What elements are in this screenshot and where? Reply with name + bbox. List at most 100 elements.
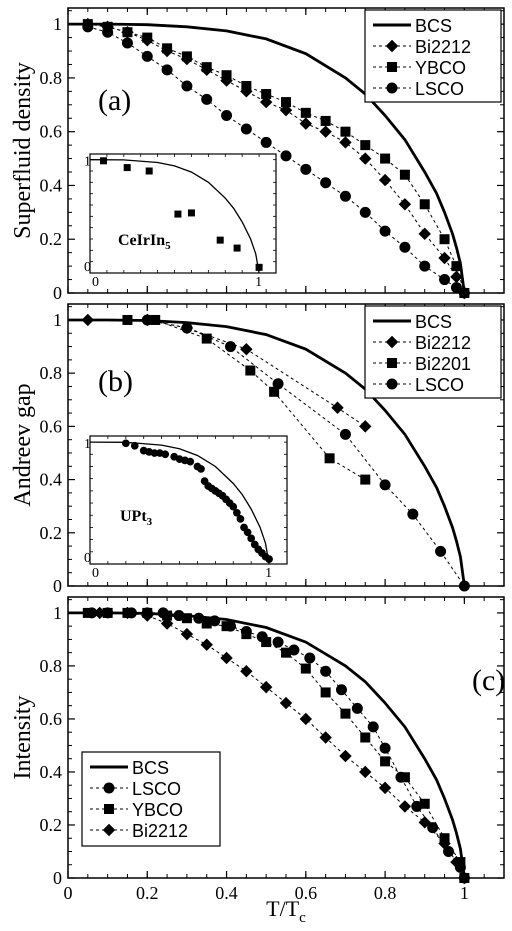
y-tick-label: 0.2 <box>40 229 63 249</box>
data-point-lsco <box>102 26 114 38</box>
legend-label: BCS <box>415 312 452 332</box>
inset-data-point <box>121 439 130 448</box>
legend-label: Bi2212 <box>132 821 188 841</box>
y-axis-title: Andreev gap <box>10 383 36 506</box>
x-tick-label: 0.2 <box>136 883 159 903</box>
data-point-ybco <box>320 115 331 126</box>
data-point-bi2212 <box>458 871 471 885</box>
inset-data-point <box>186 457 195 466</box>
inset-data-point <box>130 441 139 450</box>
y-tick-label: 0.8 <box>40 68 63 88</box>
inset-x-tick-label: 1 <box>265 566 272 581</box>
data-point-ybco <box>201 618 212 629</box>
y-tick-label: 0.8 <box>40 363 63 383</box>
inset-data-point <box>174 210 182 218</box>
legend-swatch-marker <box>386 378 398 390</box>
data-point-lsco <box>339 428 351 440</box>
data-point-ybco <box>201 62 212 73</box>
panel-label: (a) <box>98 84 131 117</box>
data-point-ybco <box>360 732 371 743</box>
data-point-ybco <box>451 261 462 272</box>
legend-label: Bi2201 <box>415 354 471 374</box>
legend-label: YBCO <box>132 800 183 820</box>
data-point-ybco <box>419 199 430 210</box>
data-point-bi2212 <box>299 117 313 130</box>
inset-label-subscript: 5 <box>165 240 171 252</box>
data-point-bi2212 <box>279 696 293 710</box>
legend-swatch-marker <box>386 82 398 94</box>
data-point-lsco <box>367 721 379 733</box>
data-point-lsco <box>225 341 237 353</box>
panel-b: 0 0.2 0.4 0.6 0.8 1 Andreev gap (b) BCSBi2212Bi2… <box>10 303 505 596</box>
data-point-lsco <box>141 50 153 62</box>
data-point-ybco <box>162 610 173 621</box>
inset-data-point <box>161 450 170 459</box>
data-point-ybco <box>281 97 291 108</box>
inset-data-point <box>236 515 245 523</box>
y-tick-label: 0 <box>53 576 62 596</box>
data-point-lsco <box>458 287 470 299</box>
data-point-ybco <box>419 798 430 809</box>
inset-data-point <box>233 508 241 517</box>
data-point-bi2212 <box>418 227 431 241</box>
inset-data-point <box>255 263 263 271</box>
y-tick-label: 0.2 <box>40 523 63 543</box>
inset-series-line-bcs <box>89 441 270 565</box>
data-point-bi2212 <box>141 609 154 622</box>
data-point-ybco <box>300 107 311 118</box>
data-point-bi2212 <box>299 712 313 726</box>
data-point-ybco <box>399 772 410 783</box>
data-point-bi2201 <box>360 474 371 485</box>
data-point-ybco <box>360 140 371 151</box>
x-tick-label: 1 <box>460 883 469 903</box>
data-point-lsco <box>399 241 411 253</box>
data-point-ybco <box>439 234 450 245</box>
data-point-lsco <box>272 378 284 390</box>
data-point-bi2212 <box>240 665 253 678</box>
data-point-ybco <box>122 27 133 38</box>
data-point-bi2212 <box>359 152 372 165</box>
data-point-ybco <box>380 756 391 767</box>
legend-label: BCS <box>132 758 169 778</box>
data-point-lsco <box>173 610 185 622</box>
data-point-ybco <box>241 80 252 91</box>
data-point-lsco <box>221 110 233 122</box>
data-point-bi2212 <box>319 731 332 744</box>
data-point-ybco <box>380 153 391 164</box>
y-tick-label: 0.6 <box>40 416 63 436</box>
data-point-lsco <box>427 822 439 834</box>
y-tick-label: 1 <box>53 603 62 623</box>
y-tick-label: 0.8 <box>40 656 63 676</box>
data-point-bi2212 <box>398 800 412 813</box>
data-point-lsco <box>320 665 332 677</box>
data-point-lsco <box>300 163 312 175</box>
data-point-ybco <box>221 70 232 81</box>
data-point-bi2212 <box>279 103 293 117</box>
data-point-bi2212 <box>438 251 451 265</box>
legend-swatch-marker <box>387 358 397 368</box>
x-tick-label: 0 <box>64 883 73 903</box>
data-point-bi2212 <box>160 617 174 630</box>
legend-label: Bi2212 <box>415 333 471 353</box>
legend-swatch-marker <box>385 335 399 349</box>
inset-label-main: UPt <box>120 508 147 525</box>
data-point-lsco <box>141 314 153 326</box>
y-tick-label: 1 <box>53 14 62 34</box>
data-point-bi2212 <box>93 606 106 620</box>
data-point-bi2212 <box>378 173 392 187</box>
data-point-lsco <box>288 644 300 656</box>
y-tick-label: 1 <box>53 310 62 330</box>
inset-x-tick-label: 1 <box>255 275 262 290</box>
data-point-bi2212 <box>438 837 451 850</box>
legend-swatch-marker <box>103 782 115 794</box>
data-point-bi2212 <box>450 270 463 284</box>
inset-data-point <box>150 449 159 457</box>
data-point-lsco <box>82 21 94 33</box>
inset-data-point <box>123 164 131 172</box>
data-point-ybco <box>340 126 351 137</box>
data-point-lsco <box>272 636 284 648</box>
panel-a: 0 0.2 0.4 0.6 0.8 1 Superfluid density (a) BCSBi… <box>10 7 505 303</box>
inset-data-point <box>145 167 153 175</box>
legend-label: LSCO <box>415 375 464 395</box>
series-line-bcs <box>68 22 466 294</box>
